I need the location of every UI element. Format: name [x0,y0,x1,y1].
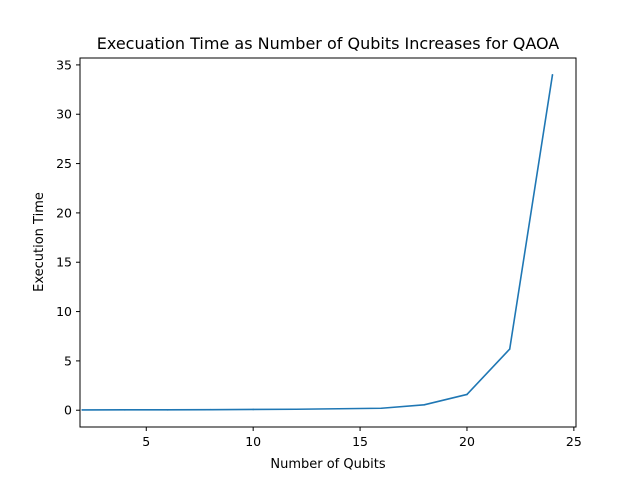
y-tick-label: 30 [56,107,72,122]
data-point [466,393,468,396]
y-tick-label: 20 [56,205,72,220]
x-tick-label: 10 [245,434,261,449]
data-points [81,73,554,411]
data-point [295,408,297,411]
plot-area: 5 10 15 20 25 0 5 10 15 20 25 30 35 [56,57,582,449]
data-point [380,407,383,410]
y-tick-label: 35 [56,57,72,72]
x-tick-label: 15 [352,434,368,449]
data-point [337,407,340,410]
y-tick-label: 0 [64,403,72,418]
x-tick-label: 20 [459,434,475,449]
x-tick-label: 5 [142,434,150,449]
y-tick-label: 5 [64,353,72,368]
x-axis-label: Number of Qubits [270,457,385,472]
data-point [166,409,169,411]
y-axis-label: Execution Time [32,192,47,292]
data-point [124,409,126,411]
data-point [81,409,83,411]
chart-title: Execuation Time as Number of Qubits Incr… [97,34,560,53]
data-point [252,408,254,411]
data-point [508,348,511,350]
data-point [423,404,426,406]
data-point [209,408,212,411]
x-axis: 5 10 15 20 25 [142,427,582,449]
y-axis: 0 5 10 15 20 25 30 35 [56,57,80,418]
axes-frame [79,57,577,428]
data-point [551,73,554,76]
x-tick-label: 25 [566,434,582,449]
y-tick-label: 25 [56,156,72,171]
series-line [82,74,554,411]
y-tick-label: 10 [56,304,72,319]
y-tick-label: 15 [56,255,72,270]
